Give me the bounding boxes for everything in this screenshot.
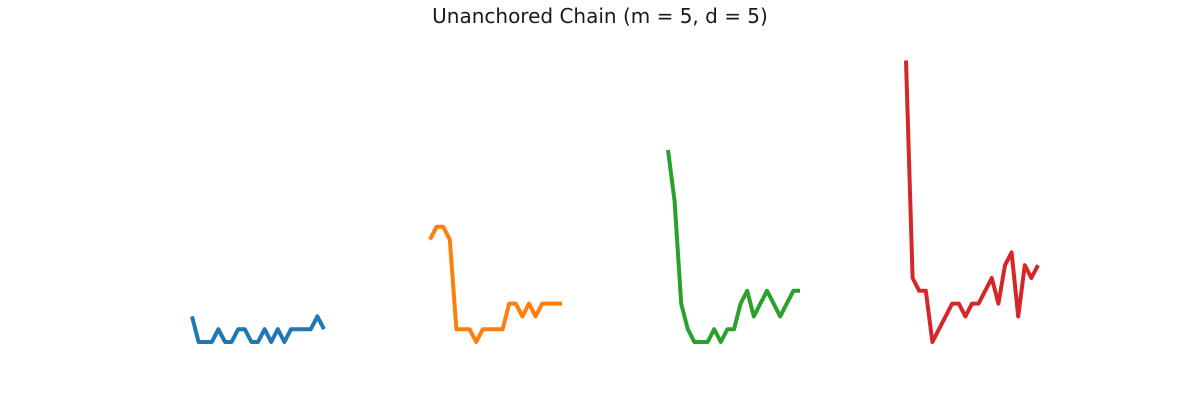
series-line-2 [428, 224, 562, 344]
series-line-3 [666, 149, 800, 344]
series-line-4 [904, 60, 1040, 344]
chart-title: Unanchored Chain (m = 5, d = 5) [432, 4, 768, 28]
series-line-1 [190, 314, 326, 344]
